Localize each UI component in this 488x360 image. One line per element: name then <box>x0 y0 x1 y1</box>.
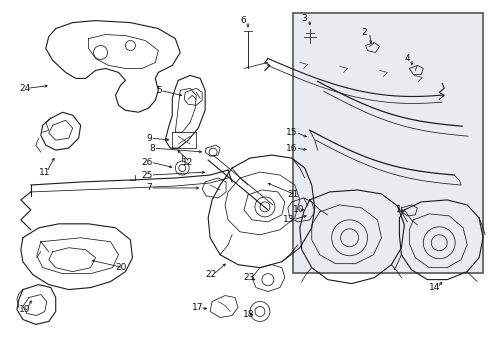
Text: 11: 11 <box>39 167 50 176</box>
Text: 7: 7 <box>146 184 152 193</box>
Text: 19: 19 <box>19 305 30 314</box>
Text: 20: 20 <box>115 263 126 272</box>
Text: 5: 5 <box>156 86 162 95</box>
Text: 16: 16 <box>285 144 297 153</box>
Text: 2: 2 <box>361 28 366 37</box>
Text: 9: 9 <box>146 134 152 143</box>
Text: 17: 17 <box>192 303 203 312</box>
Text: 4: 4 <box>404 54 409 63</box>
Text: 1: 1 <box>395 206 401 215</box>
Text: 6: 6 <box>240 16 245 25</box>
Text: 14: 14 <box>428 283 440 292</box>
Text: 24: 24 <box>19 84 30 93</box>
Text: 21: 21 <box>287 190 299 199</box>
Text: 3: 3 <box>301 14 307 23</box>
Text: 10: 10 <box>292 206 304 215</box>
Text: 8: 8 <box>149 144 155 153</box>
Text: 25: 25 <box>141 171 152 180</box>
Bar <box>293 13 482 273</box>
Text: 12: 12 <box>182 158 193 167</box>
Text: 15: 15 <box>285 128 297 137</box>
Text: 13: 13 <box>283 215 294 224</box>
Text: 18: 18 <box>243 310 254 319</box>
Text: 22: 22 <box>205 270 216 279</box>
Text: 23: 23 <box>243 273 254 282</box>
Text: 26: 26 <box>141 158 152 167</box>
